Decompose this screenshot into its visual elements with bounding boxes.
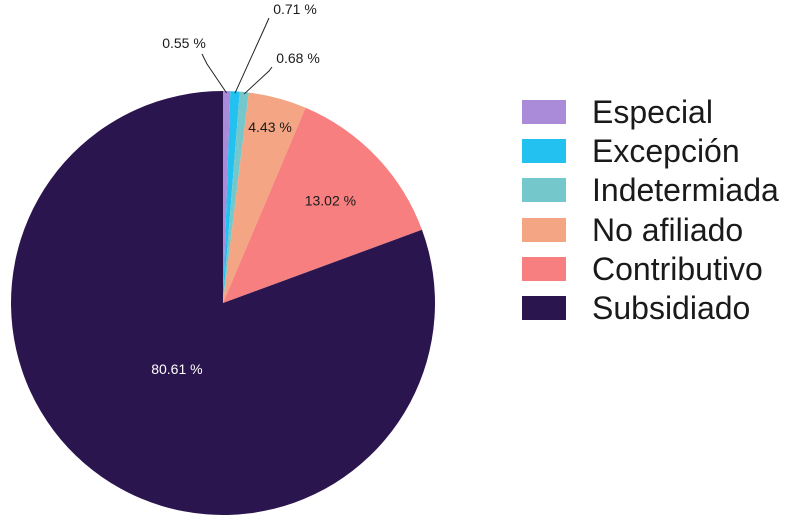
legend-label: Contributivo <box>592 250 763 287</box>
slice-value-label-indetermiada: 0.68 % <box>276 50 320 66</box>
legend-swatch <box>522 99 566 124</box>
legend-item-excepcion: Excepción <box>522 131 779 170</box>
legend-label: Especial <box>592 93 713 130</box>
legend-swatch <box>522 296 566 321</box>
pie-slice-contributivo <box>223 107 422 304</box>
legend-item-contributivo: Contributivo <box>522 249 779 288</box>
pie-slice-especial <box>223 91 231 303</box>
slice-value-label-excepcion: 0.71 % <box>273 1 317 17</box>
legend-label: Excepción <box>592 132 740 169</box>
legend-item-indetermiada: Indetermiada <box>522 171 779 210</box>
slice-value-label-subsidiado: 80.61 % <box>151 361 202 377</box>
legend-item-no-afiliado: No afiliado <box>522 210 779 249</box>
legend-swatch <box>522 217 566 242</box>
slice-value-label-especial: 0.55 % <box>162 35 206 51</box>
leader-line-excepcion <box>234 17 270 94</box>
leader-line-indetermiada <box>243 66 273 95</box>
leader-line-especial <box>201 53 228 94</box>
legend-label: Indetermiada <box>592 172 779 209</box>
chart-legend: Especial Excepción Indetermiada No afili… <box>522 92 779 328</box>
legend-label: Subsidiado <box>592 290 751 327</box>
legend-item-especial: Especial <box>522 92 779 131</box>
legend-item-subsidiado: Subsidiado <box>522 288 779 327</box>
legend-swatch <box>522 178 566 203</box>
legend-label: No afiliado <box>592 211 744 248</box>
slice-value-label-no-afiliado: 4.43 % <box>248 119 292 135</box>
pie-slice-subsidiado <box>11 91 436 515</box>
pie-slice-indetermiada <box>223 91 249 303</box>
slice-value-label-contributivo: 13.02 % <box>305 193 356 209</box>
legend-swatch <box>522 138 566 163</box>
pie-slice-excepcion <box>223 91 240 303</box>
legend-swatch <box>522 256 566 281</box>
pie-slice-no-afiliado <box>223 92 306 304</box>
